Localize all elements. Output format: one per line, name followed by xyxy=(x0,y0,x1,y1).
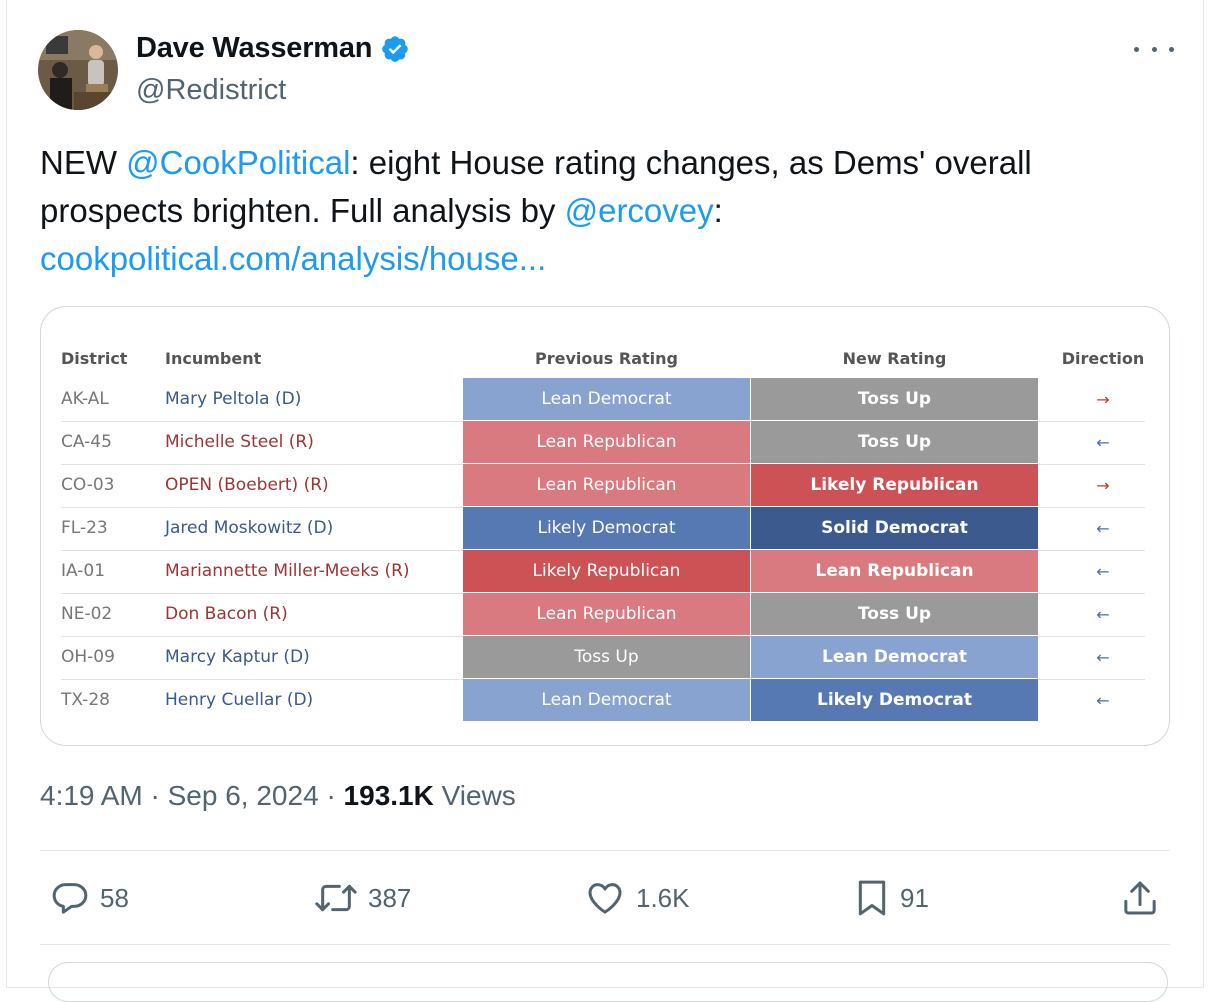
divider xyxy=(40,944,1170,945)
table-row: FL-23 Jared Moskowitz (D) Likely Democra… xyxy=(61,507,1145,551)
incumbent-cell: Mary Peltola (D) xyxy=(165,389,302,409)
table-row: CA-45 Michelle Steel (R) Lean Republican… xyxy=(61,421,1145,465)
verified-badge-icon[interactable] xyxy=(380,34,410,64)
direction-arrow: ← xyxy=(1096,648,1110,667)
table-row: AK-AL Mary Peltola (D) Lean Democrat Tos… xyxy=(61,378,1145,422)
incumbent-cell: Michelle Steel (R) xyxy=(165,432,314,452)
tweet-time[interactable]: 4:19 AM xyxy=(40,780,143,811)
header-previous-rating: Previous Rating xyxy=(535,349,678,368)
district-cell: TX-28 xyxy=(61,690,110,710)
previous-rating-cell: Lean Republican xyxy=(463,593,750,635)
direction-arrow: ← xyxy=(1096,433,1110,452)
incumbent-cell: Mariannette Miller-Meeks (R) xyxy=(165,561,410,581)
repost-count: 387 xyxy=(368,882,412,913)
bookmark-button[interactable]: 91 xyxy=(854,878,929,918)
new-rating-cell: Likely Republican xyxy=(751,464,1038,506)
like-button[interactable]: 1.6K xyxy=(584,878,690,918)
table-row: TX-28 Henry Cuellar (D) Lean Democrat Li… xyxy=(61,679,1145,722)
reply-composer[interactable] xyxy=(48,962,1168,1002)
direction-arrow: → xyxy=(1096,476,1110,495)
new-rating-cell: Likely Democrat xyxy=(751,679,1038,721)
views-count: 193.1K xyxy=(343,780,434,811)
new-rating-cell: Toss Up xyxy=(751,421,1038,463)
author-name[interactable]: Dave Wasserman xyxy=(136,32,373,64)
district-cell: NE-02 xyxy=(61,604,113,624)
header-new-rating: New Rating xyxy=(842,349,947,368)
header-district: District xyxy=(61,349,128,368)
previous-rating-cell: Likely Republican xyxy=(463,550,750,592)
previous-rating-cell: Lean Republican xyxy=(463,464,750,506)
table-row: OH-09 Marcy Kaptur (D) Toss Up Lean Demo… xyxy=(61,636,1145,680)
incumbent-cell: Don Bacon (R) xyxy=(165,604,288,624)
direction-arrow: ← xyxy=(1096,562,1110,581)
new-rating-cell: Lean Democrat xyxy=(751,636,1038,678)
author-handle[interactable]: @Redistrict xyxy=(136,74,287,106)
views-label: Views xyxy=(441,780,516,811)
bookmark-count: 91 xyxy=(900,882,929,913)
district-cell: AK-AL xyxy=(61,389,109,409)
new-rating-cell: Toss Up xyxy=(751,378,1038,420)
previous-rating-cell: Toss Up xyxy=(463,636,750,678)
repost-button[interactable]: 387 xyxy=(314,878,411,918)
meta-separator: · xyxy=(326,780,336,811)
district-cell: OH-09 xyxy=(61,647,115,667)
district-cell: CA-45 xyxy=(61,432,112,452)
share-icon xyxy=(1124,881,1156,915)
district-cell: CO-03 xyxy=(61,475,115,495)
tweet-text: NEW @CookPolitical: eight House rating c… xyxy=(40,139,1170,283)
divider xyxy=(40,850,1170,851)
rating-changes-image[interactable]: District Incumbent Previous Rating New R… xyxy=(40,306,1170,746)
mention-link[interactable]: @ercovey xyxy=(564,192,714,229)
reply-icon xyxy=(52,883,88,914)
tweet-text-part: : xyxy=(713,192,723,229)
reply-button[interactable]: 58 xyxy=(50,878,129,918)
tweet-text-part: : eight House rating changes, as Dems' o… xyxy=(40,144,1032,229)
table-row: IA-01 Mariannette Miller-Meeks (R) Likel… xyxy=(61,550,1145,594)
table-row: NE-02 Don Bacon (R) Lean Republican Toss… xyxy=(61,593,1145,637)
tweet-meta: 4:19 AM · Sep 6, 2024 · 193.1K Views xyxy=(40,780,516,812)
previous-rating-cell: Likely Democrat xyxy=(463,507,750,549)
header-incumbent: Incumbent xyxy=(165,349,262,368)
article-url-link[interactable]: cookpolitical.com/analysis/house... xyxy=(40,240,547,277)
header-direction: Direction xyxy=(1061,349,1145,368)
direction-arrow: ← xyxy=(1096,605,1110,624)
previous-rating-cell: Lean Republican xyxy=(463,421,750,463)
reply-count: 58 xyxy=(100,882,129,913)
incumbent-cell: Henry Cuellar (D) xyxy=(165,690,314,710)
district-cell: IA-01 xyxy=(61,561,106,581)
new-rating-cell: Lean Republican xyxy=(751,550,1038,592)
previous-rating-cell: Lean Democrat xyxy=(463,679,750,721)
mention-link[interactable]: @CookPolitical xyxy=(126,144,351,181)
direction-arrow: → xyxy=(1096,390,1110,409)
like-count: 1.6K xyxy=(636,882,690,913)
bookmark-icon xyxy=(858,880,886,916)
direction-arrow: ← xyxy=(1096,519,1110,538)
incumbent-cell: Jared Moskowitz (D) xyxy=(165,518,334,538)
tweet-text-part: NEW xyxy=(40,144,127,181)
tweet-date[interactable]: Sep 6, 2024 xyxy=(167,780,319,811)
incumbent-cell: Marcy Kaptur (D) xyxy=(165,647,310,667)
meta-separator: · xyxy=(150,780,160,811)
new-rating-cell: Solid Democrat xyxy=(751,507,1038,549)
direction-arrow: ← xyxy=(1096,691,1110,710)
table-row: CO-03 OPEN (Boebert) (R) Lean Republican… xyxy=(61,464,1145,508)
previous-rating-cell: Lean Democrat xyxy=(463,378,750,420)
more-options-icon[interactable] xyxy=(1134,34,1174,64)
incumbent-cell: OPEN (Boebert) (R) xyxy=(165,475,329,495)
new-rating-cell: Toss Up xyxy=(751,593,1038,635)
author-avatar[interactable] xyxy=(38,30,118,110)
district-cell: FL-23 xyxy=(61,518,108,538)
repost-icon xyxy=(315,884,357,912)
share-button[interactable] xyxy=(1120,878,1160,918)
heart-icon xyxy=(588,883,622,914)
